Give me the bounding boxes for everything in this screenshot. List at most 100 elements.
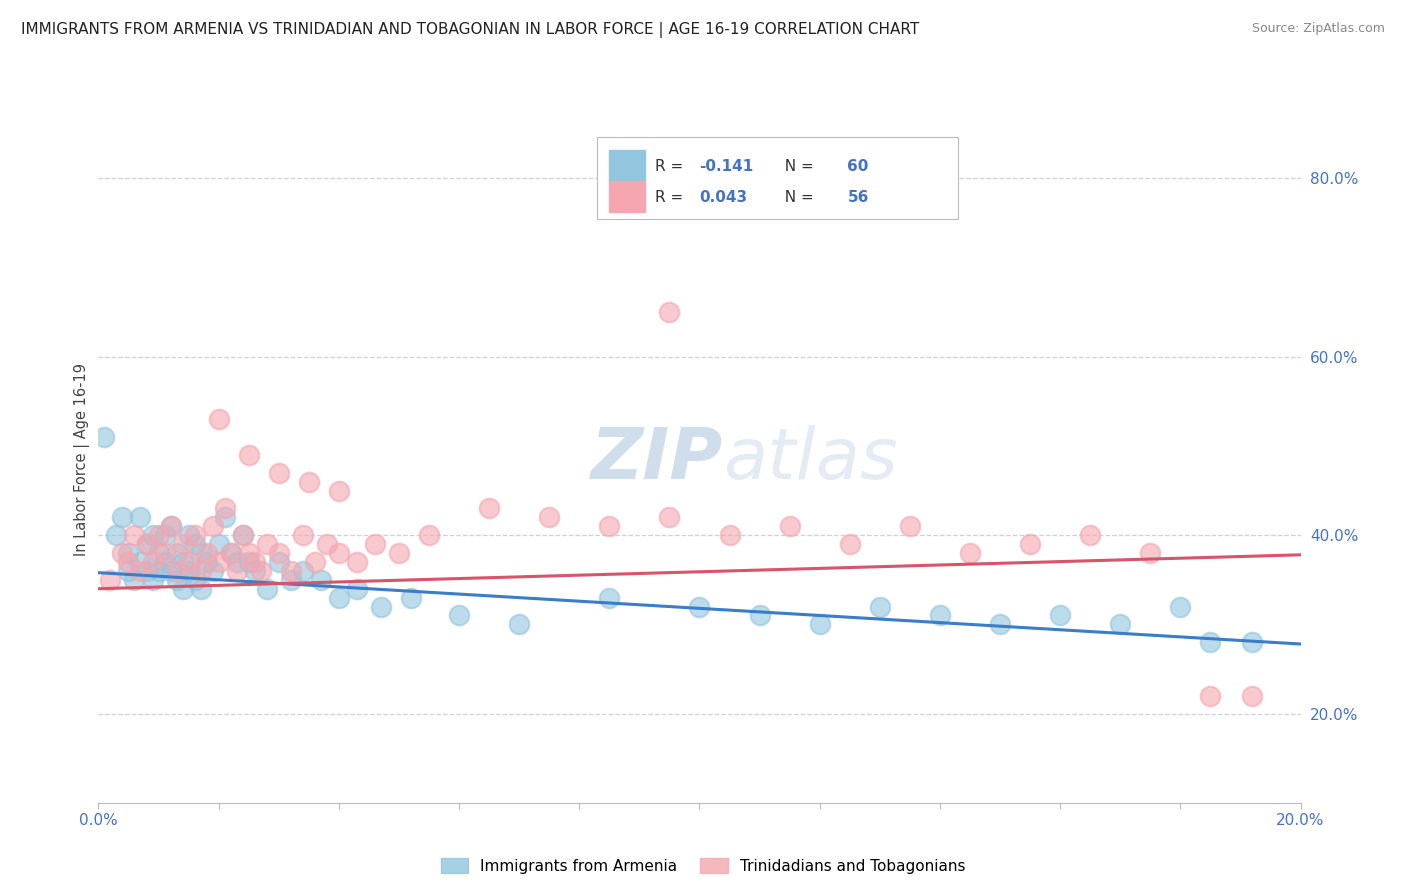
Point [214, 501, 236, 516]
Point [219, 546, 242, 560]
Point [748, 608, 770, 623]
Point [141, 555, 163, 569]
Point [111, 546, 134, 560]
Point [959, 546, 981, 560]
FancyBboxPatch shape [598, 136, 957, 219]
Point [256, 537, 278, 551]
Point [364, 537, 387, 551]
Point [100, 573, 122, 587]
Point [190, 582, 212, 596]
Point [1241, 635, 1264, 649]
Point [208, 555, 231, 569]
Text: R =: R = [655, 159, 688, 174]
Point [177, 555, 200, 569]
Point [219, 546, 242, 560]
Point [309, 573, 332, 587]
Point [172, 555, 194, 569]
Point [808, 617, 831, 632]
Point [779, 519, 801, 533]
Point [232, 528, 254, 542]
Point [141, 528, 163, 542]
Point [315, 537, 337, 551]
Point [201, 564, 224, 578]
Point [280, 564, 302, 578]
Text: 56: 56 [848, 189, 869, 204]
Text: atlas: atlas [724, 425, 898, 494]
Point [225, 564, 247, 578]
Point [159, 519, 181, 533]
Point [166, 573, 188, 587]
Point [243, 555, 266, 569]
Point [1199, 635, 1222, 649]
Point [208, 412, 231, 426]
Y-axis label: In Labor Force | Age 16-19: In Labor Force | Age 16-19 [75, 363, 90, 556]
Text: 60: 60 [848, 159, 869, 174]
Point [718, 528, 741, 542]
Point [598, 591, 620, 605]
Point [238, 555, 260, 569]
FancyBboxPatch shape [609, 151, 645, 181]
Point [153, 555, 176, 569]
Point [298, 475, 321, 489]
Point [190, 564, 212, 578]
Point [267, 466, 290, 480]
Point [658, 305, 681, 319]
Point [238, 546, 260, 560]
Text: N =: N = [775, 159, 818, 174]
Text: ZIP: ZIP [592, 425, 724, 494]
Point [148, 528, 170, 542]
Point [598, 519, 620, 533]
Point [447, 608, 470, 623]
Point [117, 555, 139, 569]
Point [869, 599, 891, 614]
Point [117, 546, 139, 560]
Point [153, 546, 176, 560]
Point [478, 501, 501, 516]
Point [166, 564, 188, 578]
Point [124, 573, 146, 587]
Point [232, 528, 254, 542]
Point [201, 519, 224, 533]
Point [328, 591, 350, 605]
Text: Source: ZipAtlas.com: Source: ZipAtlas.com [1251, 22, 1385, 36]
Point [141, 573, 163, 587]
Point [243, 564, 266, 578]
Point [508, 617, 530, 632]
FancyBboxPatch shape [609, 181, 645, 212]
Point [129, 555, 152, 569]
Point [172, 582, 194, 596]
Text: R =: R = [655, 189, 688, 204]
Point [129, 510, 152, 524]
Point [267, 555, 290, 569]
Point [1170, 599, 1192, 614]
Point [267, 546, 290, 560]
Point [148, 546, 170, 560]
Point [1241, 689, 1264, 703]
Point [124, 528, 146, 542]
Point [129, 564, 152, 578]
Point [418, 528, 440, 542]
Point [135, 537, 157, 551]
Point [689, 599, 711, 614]
Point [105, 528, 128, 542]
Point [214, 510, 236, 524]
Point [1019, 537, 1042, 551]
Point [195, 555, 218, 569]
Point [135, 564, 157, 578]
Point [1109, 617, 1132, 632]
Point [898, 519, 921, 533]
Point [93, 430, 115, 444]
Point [256, 582, 278, 596]
Point [177, 528, 200, 542]
Point [148, 564, 170, 578]
Point [399, 591, 422, 605]
Point [195, 546, 218, 560]
Point [388, 546, 411, 560]
Point [111, 510, 134, 524]
Point [304, 555, 326, 569]
Point [238, 448, 260, 462]
Point [1139, 546, 1161, 560]
Point [538, 510, 561, 524]
Point [166, 546, 188, 560]
Text: IMMIGRANTS FROM ARMENIA VS TRINIDADIAN AND TOBAGONIAN IN LABOR FORCE | AGE 16-19: IMMIGRANTS FROM ARMENIA VS TRINIDADIAN A… [21, 22, 920, 38]
